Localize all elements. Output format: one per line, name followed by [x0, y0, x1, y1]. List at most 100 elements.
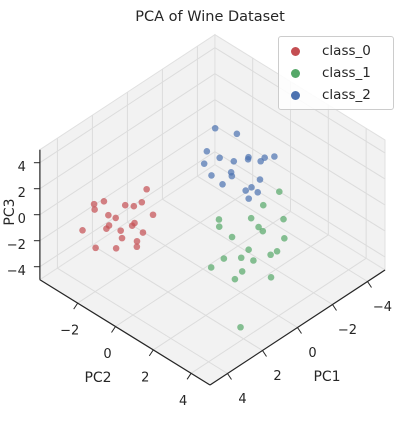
data-point — [228, 172, 236, 180]
data-point — [208, 172, 215, 179]
grid-line — [39, 151, 216, 268]
data-point — [247, 214, 255, 222]
data-point — [100, 198, 108, 205]
tick-mark — [148, 349, 154, 357]
grid-line — [214, 151, 386, 258]
legend-label: class_0 — [322, 43, 371, 59]
data-point — [133, 243, 141, 251]
data-point — [203, 148, 211, 155]
data-point — [139, 229, 147, 236]
x-tick-label: −2 — [338, 323, 357, 338]
grid-line — [214, 73, 386, 180]
y-axis-line — [39, 279, 211, 386]
data-point — [200, 160, 208, 167]
data-point — [228, 233, 236, 241]
data-point — [79, 226, 86, 234]
data-point — [255, 223, 262, 231]
legend-label: class_2 — [322, 87, 371, 103]
legend-entry: class_2 — [279, 84, 393, 106]
grid-line — [39, 99, 216, 216]
legend-marker — [291, 68, 300, 78]
tick-mark — [367, 281, 372, 288]
data-point — [231, 275, 239, 283]
data-point — [215, 223, 223, 231]
z-tick-label: −2 — [7, 238, 26, 253]
x-tick-label: −4 — [373, 300, 392, 315]
tick-mark — [227, 373, 232, 380]
data-point — [259, 201, 267, 209]
data-point — [117, 227, 124, 234]
data-point — [267, 251, 274, 259]
grid-line — [197, 175, 368, 282]
data-point — [271, 153, 278, 160]
data-point — [133, 237, 141, 245]
tick-mark — [73, 302, 79, 310]
z-tick-label: 0 — [18, 212, 26, 227]
z-tick-label: 2 — [18, 186, 26, 201]
data-point — [149, 211, 157, 219]
data-point — [91, 206, 98, 213]
grid-line — [92, 244, 263, 351]
legend-marker — [291, 90, 300, 100]
tick-mark — [262, 350, 267, 357]
grid-line — [214, 99, 386, 206]
data-point — [105, 222, 113, 229]
data-point — [112, 244, 120, 252]
grid-line — [77, 187, 253, 304]
data-point — [90, 200, 98, 208]
data-point — [267, 274, 275, 281]
x-axis-label: PC1 — [313, 369, 340, 385]
grid-line — [190, 257, 367, 374]
grid-line — [214, 125, 386, 232]
data-point — [220, 255, 228, 262]
data-point — [242, 187, 249, 194]
y-tick-label: 2 — [141, 370, 149, 385]
data-point — [112, 214, 120, 222]
legend-entry: class_1 — [279, 62, 393, 84]
z-axis-label: PC3 — [2, 198, 18, 225]
data-point — [92, 244, 99, 252]
x-tick-label: 2 — [273, 369, 281, 384]
data-point — [233, 130, 241, 138]
x-axis-line — [209, 269, 386, 386]
data-point — [261, 154, 268, 162]
data-point — [143, 185, 150, 193]
data-point — [245, 195, 253, 202]
legend-entry: class_0 — [279, 40, 393, 62]
data-point — [230, 158, 238, 165]
data-point — [131, 219, 138, 227]
grid-line — [39, 73, 216, 190]
data-point — [207, 264, 215, 271]
legend: class_0 class_1 class_2 — [278, 36, 394, 110]
y-tick-label: −2 — [60, 324, 79, 339]
data-point — [276, 188, 283, 195]
data-point — [273, 247, 281, 255]
data-point — [237, 323, 244, 331]
y-tick-label: 4 — [179, 394, 187, 409]
chart-title: PCA of Wine Dataset — [135, 9, 285, 25]
data-point — [250, 257, 257, 264]
tick-mark — [186, 373, 192, 380]
data-point — [238, 268, 246, 275]
y-axis-label: PC2 — [84, 370, 111, 386]
tick-mark — [297, 327, 302, 334]
grid-line — [57, 267, 228, 374]
legend-label: class_1 — [322, 65, 371, 81]
grid-line — [39, 47, 216, 164]
data-point — [281, 235, 288, 242]
data-point — [219, 180, 226, 188]
data-point — [130, 202, 138, 210]
grid-line — [127, 221, 298, 328]
data-point — [121, 201, 129, 209]
data-point — [244, 156, 252, 163]
legend-marker — [291, 46, 300, 56]
data-point — [256, 176, 264, 183]
grid-line — [39, 125, 216, 242]
data-point — [254, 189, 262, 196]
grid-line — [153, 234, 329, 351]
data-point — [105, 211, 112, 219]
data-point — [237, 254, 245, 262]
data-point — [138, 198, 146, 206]
